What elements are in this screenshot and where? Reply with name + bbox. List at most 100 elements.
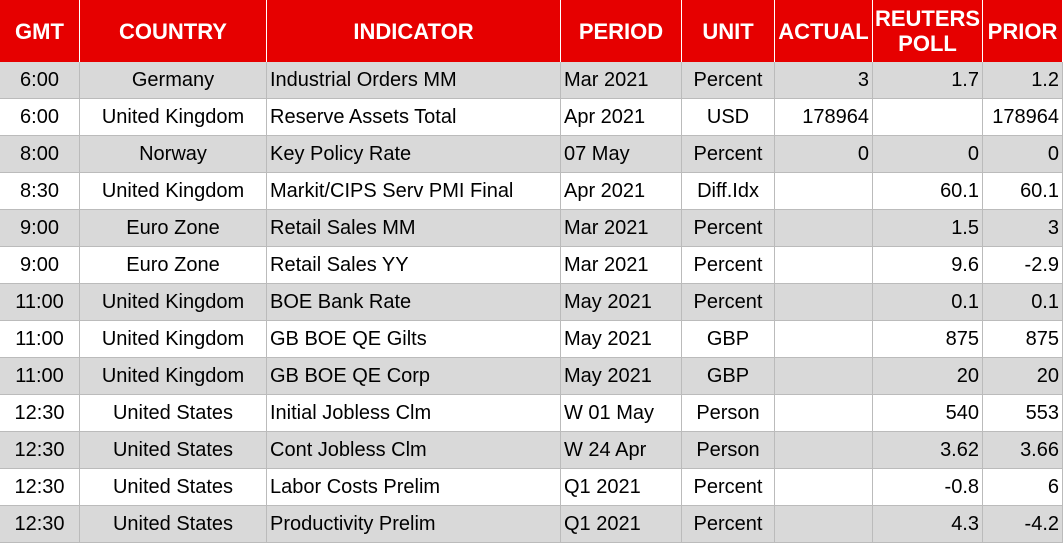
period-cell: Mar 2021 (561, 62, 682, 99)
prior-cell: 553 (983, 395, 1063, 432)
period-cell: Apr 2021 (561, 99, 682, 136)
reuters-poll-cell: 9.6 (873, 247, 983, 284)
header-cell: PRIOR (983, 0, 1063, 62)
indicator-cell: Markit/CIPS Serv PMI Final (267, 173, 561, 210)
prior-cell: 60.1 (983, 173, 1063, 210)
prior-cell: -2.9 (983, 247, 1063, 284)
country-cell: United States (80, 395, 267, 432)
unit-cell: USD (682, 99, 775, 136)
unit-cell: GBP (682, 321, 775, 358)
actual-cell (775, 247, 873, 284)
indicator-cell: Key Policy Rate (267, 136, 561, 173)
prior-cell: 20 (983, 358, 1063, 395)
country-cell: United Kingdom (80, 358, 267, 395)
indicator-cell: Initial Jobless Clm (267, 395, 561, 432)
reuters-poll-cell: 20 (873, 358, 983, 395)
actual-cell (775, 173, 873, 210)
actual-cell (775, 395, 873, 432)
prior-cell: 178964 (983, 99, 1063, 136)
unit-cell: Percent (682, 247, 775, 284)
indicator-cell: BOE Bank Rate (267, 284, 561, 321)
reuters-poll-cell: 0.1 (873, 284, 983, 321)
header-cell: REUTERS POLL (873, 0, 983, 62)
header-cell: PERIOD (561, 0, 682, 62)
period-cell: W 24 Apr (561, 432, 682, 469)
country-cell: United States (80, 469, 267, 506)
indicator-cell: GB BOE QE Corp (267, 358, 561, 395)
unit-cell: Diff.Idx (682, 173, 775, 210)
period-cell: 07 May (561, 136, 682, 173)
unit-cell: Percent (682, 136, 775, 173)
period-cell: Q1 2021 (561, 506, 682, 543)
gmt-cell: 12:30 (0, 469, 80, 506)
period-cell: Q1 2021 (561, 469, 682, 506)
country-cell: United States (80, 432, 267, 469)
gmt-cell: 8:30 (0, 173, 80, 210)
gmt-cell: 12:30 (0, 395, 80, 432)
gmt-cell: 6:00 (0, 62, 80, 99)
actual-cell: 3 (775, 62, 873, 99)
reuters-poll-cell: 4.3 (873, 506, 983, 543)
unit-cell: Percent (682, 469, 775, 506)
reuters-poll-cell: 0 (873, 136, 983, 173)
country-cell: Germany (80, 62, 267, 99)
header-cell: ACTUAL (775, 0, 873, 62)
country-cell: Norway (80, 136, 267, 173)
period-cell: May 2021 (561, 321, 682, 358)
reuters-poll-cell: -0.8 (873, 469, 983, 506)
prior-cell: 3 (983, 210, 1063, 247)
prior-cell: 0 (983, 136, 1063, 173)
reuters-poll-cell (873, 99, 983, 136)
gmt-cell: 12:30 (0, 432, 80, 469)
reuters-poll-cell: 1.5 (873, 210, 983, 247)
gmt-cell: 9:00 (0, 210, 80, 247)
prior-cell: 875 (983, 321, 1063, 358)
header-cell: INDICATOR (267, 0, 561, 62)
unit-cell: Percent (682, 210, 775, 247)
prior-cell: 0.1 (983, 284, 1063, 321)
gmt-cell: 6:00 (0, 99, 80, 136)
period-cell: May 2021 (561, 284, 682, 321)
indicator-cell: Cont Jobless Clm (267, 432, 561, 469)
country-cell: United Kingdom (80, 284, 267, 321)
indicator-cell: Reserve Assets Total (267, 99, 561, 136)
header-cell: COUNTRY (80, 0, 267, 62)
indicator-cell: Retail Sales MM (267, 210, 561, 247)
period-cell: Apr 2021 (561, 173, 682, 210)
gmt-cell: 8:00 (0, 136, 80, 173)
indicator-cell: Industrial Orders MM (267, 62, 561, 99)
period-cell: May 2021 (561, 358, 682, 395)
country-cell: United Kingdom (80, 99, 267, 136)
actual-cell: 178964 (775, 99, 873, 136)
indicator-cell: Labor Costs Prelim (267, 469, 561, 506)
reuters-poll-cell: 1.7 (873, 62, 983, 99)
unit-cell: Percent (682, 506, 775, 543)
gmt-cell: 9:00 (0, 247, 80, 284)
unit-cell: GBP (682, 358, 775, 395)
unit-cell: Person (682, 395, 775, 432)
reuters-poll-cell: 60.1 (873, 173, 983, 210)
country-cell: United States (80, 506, 267, 543)
actual-cell (775, 210, 873, 247)
gmt-cell: 12:30 (0, 506, 80, 543)
indicator-cell: Productivity Prelim (267, 506, 561, 543)
indicator-cell: Retail Sales YY (267, 247, 561, 284)
actual-cell (775, 432, 873, 469)
country-cell: United Kingdom (80, 321, 267, 358)
gmt-cell: 11:00 (0, 284, 80, 321)
country-cell: Euro Zone (80, 247, 267, 284)
header-cell: GMT (0, 0, 80, 62)
unit-cell: Percent (682, 62, 775, 99)
actual-cell (775, 358, 873, 395)
actual-cell (775, 321, 873, 358)
indicator-cell: GB BOE QE Gilts (267, 321, 561, 358)
gmt-cell: 11:00 (0, 358, 80, 395)
reuters-poll-cell: 875 (873, 321, 983, 358)
unit-cell: Person (682, 432, 775, 469)
gmt-cell: 11:00 (0, 321, 80, 358)
prior-cell: 3.66 (983, 432, 1063, 469)
prior-cell: 6 (983, 469, 1063, 506)
period-cell: Mar 2021 (561, 210, 682, 247)
actual-cell (775, 506, 873, 543)
